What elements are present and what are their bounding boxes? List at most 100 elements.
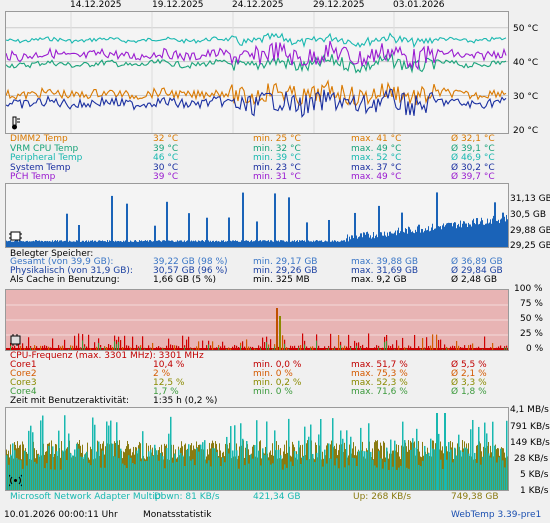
- legend-avg: Ø 39,7 °C: [451, 172, 495, 182]
- legend-max: max. 49 °C: [351, 143, 402, 154]
- legend-min: min. 25 °C: [253, 134, 301, 144]
- legend-avg: Ø 36,89 GB: [451, 257, 503, 267]
- legend-min: min. 29,26 GB: [253, 266, 318, 276]
- net-ytick: 4,1 MB/s: [510, 405, 549, 415]
- network-up-total: 749,38 GB: [451, 492, 499, 502]
- legend-name: Core3: [10, 378, 37, 388]
- temperature-plot: [6, 12, 508, 133]
- date-label: 14.12.2025: [70, 0, 122, 10]
- legend-cur: 39 °C: [153, 143, 179, 154]
- legend-max: max. 31,69 GB: [351, 266, 419, 276]
- cpu-icon: [9, 334, 22, 346]
- footer-timestamp: 10.01.2026 00:00:11 Uhr: [4, 510, 118, 520]
- memory-chip-icon: [9, 230, 22, 242]
- network-legend-row: Microsoft Network Adapter Multipl Down: …: [10, 493, 550, 503]
- memory-chart: [5, 183, 509, 248]
- legend-name: Core2: [10, 369, 37, 379]
- legend-min: min. 0,2 %: [253, 378, 302, 388]
- net-ytick: 791 KB/s: [510, 422, 550, 432]
- cpu-chart: [5, 289, 509, 351]
- date-label: 24.12.2025: [232, 0, 284, 10]
- legend-avg: Ø 2,48 GB: [451, 275, 497, 285]
- cpu-ytick: 75 %: [520, 299, 543, 309]
- temp-ytick: 40 °C: [513, 58, 539, 68]
- legend-cur: 1,7 %: [153, 387, 179, 397]
- legend-min: min. 29,17 GB: [253, 257, 318, 267]
- mem-ytick: 29,88 GB: [510, 226, 550, 236]
- cpu-ytick: 50 %: [520, 314, 543, 324]
- network-down-rate: Down: 81 KB/s: [154, 492, 220, 502]
- legend-max: max. 52 °C: [351, 153, 402, 163]
- footer-mode: Monatsstatistik: [143, 510, 212, 520]
- legend-row: Als Cache in Benutzung: 1,66 GB (5 %) min.…: [10, 276, 550, 286]
- net-ytick: 1 KB/s: [520, 486, 549, 496]
- legend-avg: Ø 32,1 °C: [451, 134, 495, 144]
- legend-cur: 12,5 %: [153, 378, 185, 388]
- network-antenna-icon: [7, 474, 24, 487]
- legend-max: max. 52,3 %: [351, 378, 408, 388]
- temperature-chart: [5, 11, 509, 134]
- network-down-total: 421,34 GB: [253, 492, 301, 502]
- mem-ytick: 30,5 GB: [510, 210, 547, 220]
- net-ytick: 149 KB/s: [510, 438, 550, 448]
- legend-row: Physikalisch (von 31,9 GB): 30,57 GB (96 …: [10, 267, 550, 277]
- legend-avg: Ø 1,8 %: [451, 387, 487, 397]
- legend-name: System Temp: [10, 162, 71, 173]
- legend-cur: 2 %: [153, 369, 171, 379]
- network-adapter-name: Microsoft Network Adapter Multipl: [10, 492, 164, 502]
- legend-row: Core4 1,7 % min. 0 % max. 71,6 % Ø 1,8 %: [10, 388, 550, 398]
- legend-min: min. 0 %: [253, 369, 293, 379]
- legend-name: Als Cache in Benutzung:: [10, 275, 120, 285]
- legend-cur: 30,57 GB (96 %): [153, 266, 228, 276]
- user-activity-value: 1:35 h (0,2 %): [153, 396, 218, 406]
- footer-version-link[interactable]: WebTemp 3.39-pre1: [451, 510, 542, 520]
- legend-max: max. 51,7 %: [351, 360, 408, 370]
- legend-row: DIMM2 Temp 32 °C min. 25 °C max. 41 °C Ø 32,…: [10, 135, 550, 145]
- legend-name: Gesamt (von 39,9 GB):: [10, 257, 114, 267]
- cpu-frequency-value: 3301 MHz: [158, 351, 204, 361]
- temp-ytick: 20 °C: [513, 126, 539, 136]
- cpu-ytick: 25 %: [520, 329, 543, 339]
- legend-cur: 46 °C: [153, 153, 179, 163]
- user-activity-label: Zeit mit Benutzeraktivität:: [10, 396, 130, 406]
- legend-max: max. 37 °C: [351, 162, 402, 173]
- legend-avg: Ø 30,2 °C: [451, 162, 495, 173]
- legend-name: DIMM2 Temp: [10, 134, 68, 144]
- legend-cur: 39,22 GB (98 %): [153, 257, 228, 267]
- thermometer-icon: [9, 116, 21, 130]
- legend-row: System Temp 30 °C min. 23 °C max. 37 °C Ø 30…: [10, 162, 550, 174]
- legend-name: Physikalisch (von 31,9 GB):: [10, 266, 133, 276]
- network-up-rate: Up: 268 KB/s: [353, 492, 412, 502]
- legend-avg: Ø 2,1 %: [451, 369, 487, 379]
- legend-avg: Ø 5,5 %: [451, 360, 487, 370]
- date-label: 03.01.2026: [393, 0, 445, 10]
- legend-min: min. 39 °C: [253, 153, 301, 163]
- legend-avg: Ø 29,84 GB: [451, 266, 503, 276]
- legend-name: Core4: [10, 387, 37, 397]
- legend-max: max. 71,6 %: [351, 387, 408, 397]
- legend-row: Gesamt (von 39,9 GB): 39,22 GB (98 %) min.…: [10, 258, 550, 268]
- date-label: 29.12.2025: [313, 0, 365, 10]
- memory-title: Belegter Speicher:: [10, 249, 94, 259]
- cpu-frequency-caption: CPU-Frequenz (max. 3301 MHz):: [10, 351, 156, 361]
- legend-max: max. 75,3 %: [351, 369, 408, 379]
- net-ytick: 28 KB/s: [514, 454, 549, 464]
- net-ytick: 5 KB/s: [520, 470, 549, 480]
- network-plot: [6, 413, 508, 490]
- temp-ytick: 50 °C: [513, 24, 539, 34]
- legend-row: Core3 12,5 % min. 0,2 % max. 52,3 % Ø 3,3 %: [10, 379, 550, 389]
- legend-max: max. 9,2 GB: [351, 275, 407, 285]
- legend-min: min. 32 °C: [253, 143, 301, 154]
- legend-max: max. 39,88 GB: [351, 257, 419, 267]
- mem-ytick: 31,13 GB: [510, 194, 550, 204]
- legend-cur: 1,66 GB (5 %): [153, 275, 217, 285]
- network-chart: [5, 407, 509, 491]
- legend-min: min. 31 °C: [253, 172, 301, 182]
- legend-max: max. 49 °C: [351, 172, 402, 182]
- cpu-plot: [6, 304, 508, 350]
- legend-row: Core1 10,4 % min. 0,0 % max. 51,7 % Ø 5,5 %: [10, 361, 550, 371]
- mem-ytick: 29,25 GB: [510, 241, 550, 251]
- legend-min: min. 23 °C: [253, 162, 301, 173]
- legend-avg: Ø 46,9 °C: [451, 153, 495, 163]
- cpu-frequency-label: CPU-Frequenz (max. 3301 MHz): 3301 MHz: [10, 352, 204, 361]
